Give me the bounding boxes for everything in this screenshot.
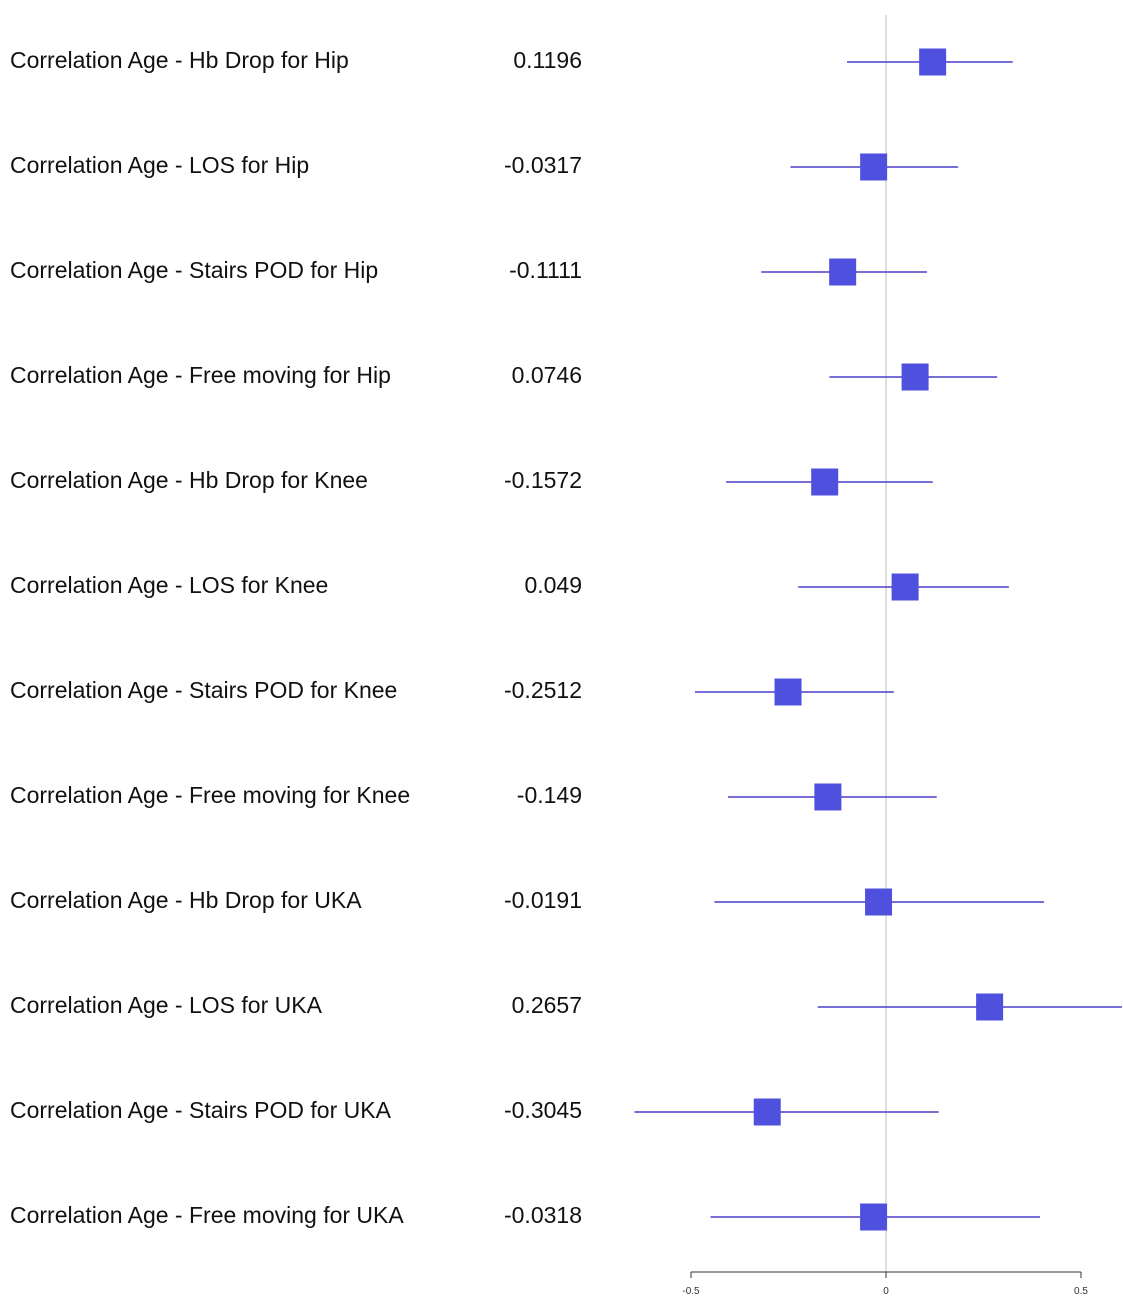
forest-row: Correlation Age - Free moving for UKA -0.… <box>10 1202 1041 1231</box>
estimate-marker <box>811 468 839 496</box>
estimate-marker <box>774 678 802 706</box>
row-value: -0.3045 <box>504 1097 582 1123</box>
row-label: Correlation Age - Hb Drop for Knee <box>10 467 368 493</box>
row-label: Correlation Age - Stairs POD for UKA <box>10 1097 392 1123</box>
row-label: Correlation Age - Stairs POD for Hip <box>10 257 378 283</box>
estimate-marker <box>919 48 947 76</box>
estimate-marker <box>860 153 888 181</box>
row-value: -0.0318 <box>504 1202 582 1228</box>
forest-row: Correlation Age - Stairs POD for Hip -0.1… <box>10 257 927 286</box>
x-tick-label: 0 <box>883 1286 889 1297</box>
rows-layer: Correlation Age - Hb Drop for Hip 0.1196C… <box>10 47 1122 1231</box>
row-value: -0.0191 <box>504 887 582 913</box>
forest-row: Correlation Age - LOS for UKA 0.2657 <box>10 992 1122 1021</box>
row-label: Correlation Age - LOS for Knee <box>10 572 328 598</box>
x-tick-label: -0.5 <box>682 1286 700 1297</box>
estimate-marker <box>814 783 842 811</box>
estimate-marker <box>901 363 929 391</box>
forest-row: Correlation Age - Stairs POD for Knee -0.… <box>10 677 894 706</box>
row-value: 0.1196 <box>513 47 582 73</box>
forest-row: Correlation Age - Free moving for Knee -0… <box>10 782 937 811</box>
row-value: -0.0317 <box>504 152 582 178</box>
row-label: Correlation Age - Free moving for Knee <box>10 782 410 808</box>
forest-row: Correlation Age - LOS for Hip -0.0317 <box>10 152 959 181</box>
estimate-marker <box>891 573 919 601</box>
row-label: Correlation Age - LOS for UKA <box>10 992 323 1018</box>
estimate-marker <box>829 258 857 286</box>
estimate-marker <box>860 1203 888 1231</box>
row-label: Correlation Age - Hb Drop for Hip <box>10 47 349 73</box>
row-value: 0.2657 <box>512 992 582 1018</box>
forest-row: Correlation Age - Stairs POD for UKA -0.3… <box>10 1097 939 1126</box>
estimate-marker <box>753 1098 781 1126</box>
row-label: Correlation Age - Free moving for UKA <box>10 1202 404 1228</box>
forest-row: Correlation Age - LOS for Knee 0.049 <box>10 572 1009 601</box>
row-value: -0.149 <box>517 782 582 808</box>
row-value: -0.2512 <box>504 677 582 703</box>
row-label: Correlation Age - Free moving for Hip <box>10 362 391 388</box>
x-axis: -0.5 0 0.5 <box>682 1271 1088 1297</box>
estimate-marker <box>976 993 1004 1021</box>
row-value: 0.049 <box>524 572 582 598</box>
row-value: -0.1572 <box>504 467 582 493</box>
forest-row: Correlation Age - Free moving for Hip 0.0… <box>10 362 998 391</box>
forest-row: Correlation Age - Hb Drop for Knee -0.157… <box>10 467 933 496</box>
forest-row: Correlation Age - Hb Drop for Hip 0.1196 <box>10 47 1013 76</box>
row-value: 0.0746 <box>512 362 582 388</box>
forest-row: Correlation Age - Hb Drop for UKA -0.0191 <box>10 887 1044 916</box>
row-label: Correlation Age - Stairs POD for Knee <box>10 677 397 703</box>
estimate-marker <box>865 888 893 916</box>
x-tick-label: 0.5 <box>1074 1286 1088 1297</box>
row-label: Correlation Age - Hb Drop for UKA <box>10 887 362 913</box>
row-label: Correlation Age - LOS for Hip <box>10 152 309 178</box>
row-value: -0.1111 <box>509 257 582 283</box>
